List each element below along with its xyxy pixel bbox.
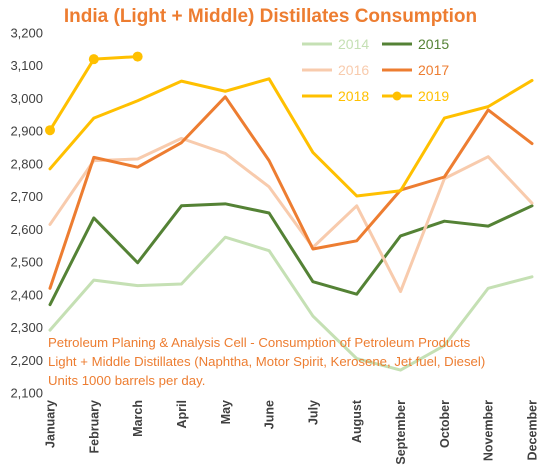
legend: 2014 2015 2016 2017 2018 2019 xyxy=(302,36,449,104)
y-tick-label: 2,200 xyxy=(10,353,43,368)
note-line-1: Petroleum Planing & Analysis Cell - Cons… xyxy=(48,335,471,350)
legend-label-2014: 2014 xyxy=(338,36,369,52)
legend-label-2018: 2018 xyxy=(338,88,369,104)
legend-label-2019: 2019 xyxy=(418,88,449,104)
x-tick-label: May xyxy=(219,400,233,424)
y-tick-label: 3,100 xyxy=(10,58,43,73)
x-tick-label: July xyxy=(306,400,320,425)
x-tick-label: September xyxy=(394,400,408,465)
y-tick-label: 2,900 xyxy=(10,124,43,139)
note-line-2: Light + Middle Distillates (Naphtha, Mot… xyxy=(48,354,486,369)
x-tick-label: December xyxy=(526,400,540,461)
series-line-2014 xyxy=(48,235,534,372)
series-line-2017 xyxy=(48,95,534,290)
y-tick-label: 3,200 xyxy=(10,26,43,41)
y-tick-label: 2,100 xyxy=(10,386,43,401)
x-tick-label: April xyxy=(175,400,189,428)
y-tick-label: 2,700 xyxy=(10,189,43,204)
legend-label-2015: 2015 xyxy=(418,36,449,52)
y-tick-label: 2,800 xyxy=(10,156,43,171)
legend-label-2017: 2017 xyxy=(418,62,449,78)
y-tick-label: 2,400 xyxy=(10,287,43,302)
y-tick-label: 2,600 xyxy=(10,222,43,237)
series-lines xyxy=(45,51,534,372)
y-tick-label: 2,300 xyxy=(10,320,43,335)
x-tick-label: March xyxy=(131,400,145,437)
data-point-2019 xyxy=(88,54,99,65)
legend-marker-2019 xyxy=(392,91,402,101)
x-tick-label: November xyxy=(482,400,496,461)
axes: 2,100 2,200 2,300 2,400 2,500 2,600 2,700 2,800… xyxy=(10,26,539,465)
source-note: Petroleum Planing & Analysis Cell - Cons… xyxy=(48,333,485,390)
data-point-2019 xyxy=(45,125,55,136)
y-tick-label: 2,500 xyxy=(10,255,43,270)
x-tick-label: February xyxy=(87,400,101,454)
series-line-2016 xyxy=(48,136,534,294)
data-point-2019 xyxy=(132,51,143,62)
x-tick-label: June xyxy=(263,400,277,429)
series-line-2015 xyxy=(48,202,534,307)
chart-title: India (Light + Middle) Distillates Consu… xyxy=(63,6,478,27)
x-tick-label: August xyxy=(350,399,364,443)
legend-label-2016: 2016 xyxy=(338,62,369,78)
x-tick-label: October xyxy=(438,400,452,448)
series-line-2018 xyxy=(48,77,534,198)
x-tick-label: January xyxy=(44,400,58,448)
y-tick-label: 3,000 xyxy=(10,91,43,106)
note-line-3: Units 1000 barrels per day. xyxy=(48,373,206,388)
